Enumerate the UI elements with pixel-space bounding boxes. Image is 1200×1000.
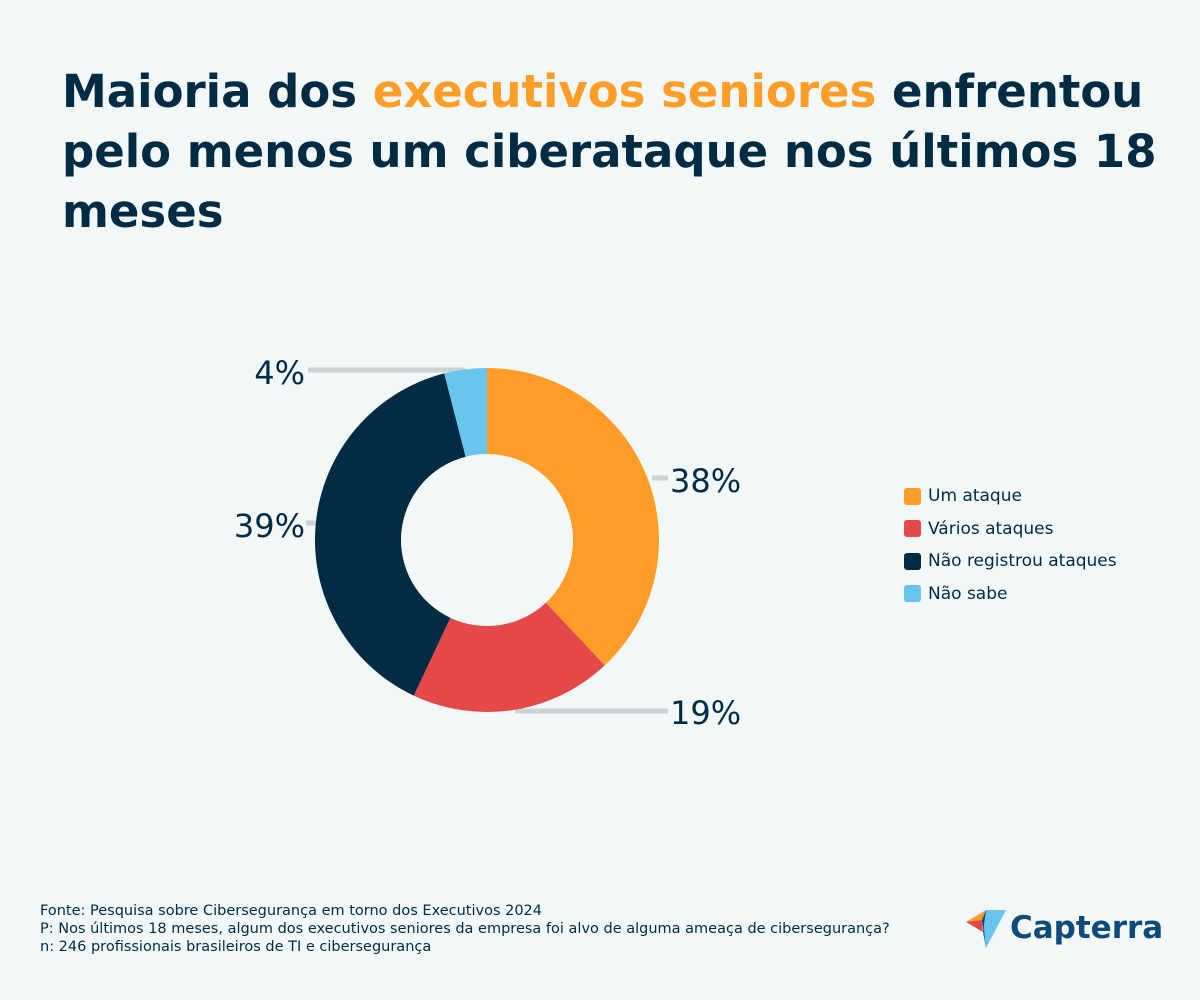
- legend-item: Não sabe: [904, 578, 1117, 611]
- question-note: P: Nos últimos 18 meses, algum dos execu…: [40, 921, 890, 937]
- data-label: 39%: [234, 507, 305, 545]
- data-label: 4%: [254, 354, 305, 392]
- donut-slice-3: [314, 373, 466, 696]
- legend-label: Não registrou ataques: [928, 551, 1117, 572]
- sample-note: n: 246 profissionais brasileiros de TI e…: [40, 939, 432, 955]
- legend-swatch: [904, 552, 921, 570]
- donut-slice-4: [444, 368, 487, 457]
- legend: Um ataque Vários ataques Não registrou ata…: [904, 480, 1117, 610]
- legend-label: Vários ataques: [928, 518, 1054, 539]
- legend-item: Vários ataques: [904, 513, 1117, 546]
- legend-swatch: [904, 487, 921, 505]
- legend-swatch: [904, 520, 921, 538]
- capterra-logo: Capterra: [966, 908, 1163, 948]
- legend-label: Não sabe: [928, 583, 1008, 604]
- capterra-logo-icon: [966, 910, 1006, 948]
- data-label: 19%: [670, 694, 741, 732]
- capterra-logo-text: Capterra: [1010, 910, 1164, 946]
- legend-item: Não registrou ataques: [904, 545, 1117, 578]
- data-label: 38%: [670, 462, 741, 500]
- title-highlight: executivos seniores: [372, 65, 877, 118]
- footer: Fonte: Pesquisa sobre Cibersegurança em …: [40, 902, 890, 956]
- title-part: enfrentou pelo menos um ciberataque nos …: [62, 65, 1157, 238]
- donut-slice-1: [487, 368, 659, 666]
- legend-item: Um ataque: [904, 480, 1117, 513]
- source-note: Fonte: Pesquisa sobre Cibersegurança em …: [40, 903, 543, 919]
- donut-slice-2: [413, 602, 605, 712]
- chart-title: Maioria dos executivos seniores enfrento…: [62, 62, 1162, 242]
- legend-label: Um ataque: [928, 486, 1022, 507]
- title-part: Maioria dos: [62, 65, 373, 118]
- legend-swatch: [904, 585, 921, 603]
